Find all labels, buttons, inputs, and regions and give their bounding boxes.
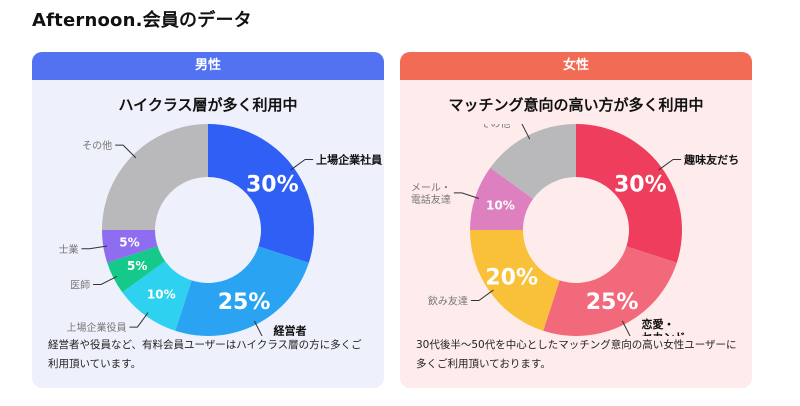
- value-label-0-4: 5%: [119, 235, 139, 249]
- slice-1-2: [470, 230, 560, 331]
- slice-0-2: [122, 261, 192, 331]
- category-label-その他: その他: [481, 124, 511, 130]
- category-label-飲み友達: 飲み友達: [428, 295, 468, 308]
- leader-line-1-2: [470, 289, 494, 302]
- slice-1-1: [543, 246, 677, 336]
- leader-line-0-5: [115, 144, 137, 159]
- male-description: 経営者や役員など、有料会員ユーザーはハイクラス層の方に多くご利用頂いています。: [48, 339, 362, 370]
- leader-line-0-2: [129, 312, 149, 328]
- value-label-1-3: 10%: [486, 198, 515, 212]
- slice-1-3: [470, 167, 534, 230]
- female-card-header: 女性: [400, 52, 752, 80]
- category-label-趣味友だち: 趣味友だち: [683, 152, 739, 166]
- leader-line-1-1: [621, 320, 631, 336]
- female-description: 30代後半〜50代を中心としたマッチング意向の高い女性ユーザーに多くご利用頂いて…: [416, 339, 737, 370]
- slice-0-5: [102, 124, 208, 230]
- slice-0-1: [175, 246, 309, 336]
- value-label-0-0: 30%: [246, 172, 299, 197]
- leader-line-1-4: [521, 124, 531, 140]
- female-donut-chart: 30% 趣味友だち 25%恋愛・セカンドパートナー 20% 飲み友達 10% メール・電話友…: [411, 124, 739, 336]
- leader-line-1-0: [658, 158, 682, 171]
- female-card: 女性 マッチング意向の高い方が多く利用中 30% 趣味友だち 25%恋愛・セカンドパ…: [400, 52, 752, 388]
- category-label-経営者自営業: 経営者自営業: [273, 323, 307, 336]
- leader-line-0-0: [290, 158, 314, 171]
- category-label-上場企業役員: 上場企業役員: [66, 321, 126, 334]
- value-label-0-2: 10%: [147, 287, 176, 301]
- leader-line-0-3: [93, 275, 118, 285]
- value-label-1-2: 20%: [485, 266, 538, 291]
- slice-1-0: [576, 124, 682, 263]
- value-label-1-1: 25%: [586, 290, 639, 315]
- category-label-その他: その他: [82, 139, 112, 152]
- value-label-0-3: 5%: [127, 259, 147, 273]
- category-label-恋愛・セカンドパートナー: 恋愛・セカンドパートナー: [641, 317, 696, 336]
- male-chart-title: ハイクラス層が多く利用中: [118, 96, 298, 114]
- leader-line-0-1: [253, 320, 263, 336]
- female-chart-title: マッチング意向の高い方が多く利用中: [448, 96, 704, 114]
- slice-1-4: [490, 124, 576, 199]
- slice-0-4: [102, 230, 158, 263]
- slice-0-3: [107, 246, 166, 293]
- leader-line-1-3: [453, 192, 480, 199]
- male-card-header: 男性: [32, 52, 384, 80]
- value-label-1-0: 30%: [614, 172, 667, 197]
- category-label-医師: 医師: [70, 278, 90, 291]
- slice-0-0: [208, 124, 314, 263]
- leader-line-0-4: [81, 245, 108, 250]
- category-label-上場企業社員: 上場企業社員: [316, 152, 382, 166]
- category-label-士業: 士業: [58, 243, 78, 256]
- male-card: 男性 ハイクラス層が多く利用中 30% 上場企業社員 25%経営者自営業 10% 上場企…: [32, 52, 384, 388]
- male-donut-chart: 30% 上場企業社員 25%経営者自営業 10% 上場企業役員 5% 医師 5% 士業 その他: [58, 124, 382, 336]
- page-title: Afternoon.会員のデータ: [32, 10, 252, 31]
- value-label-0-1: 25%: [218, 290, 271, 315]
- category-label-メール・電話友達: メール・電話友達: [411, 183, 451, 206]
